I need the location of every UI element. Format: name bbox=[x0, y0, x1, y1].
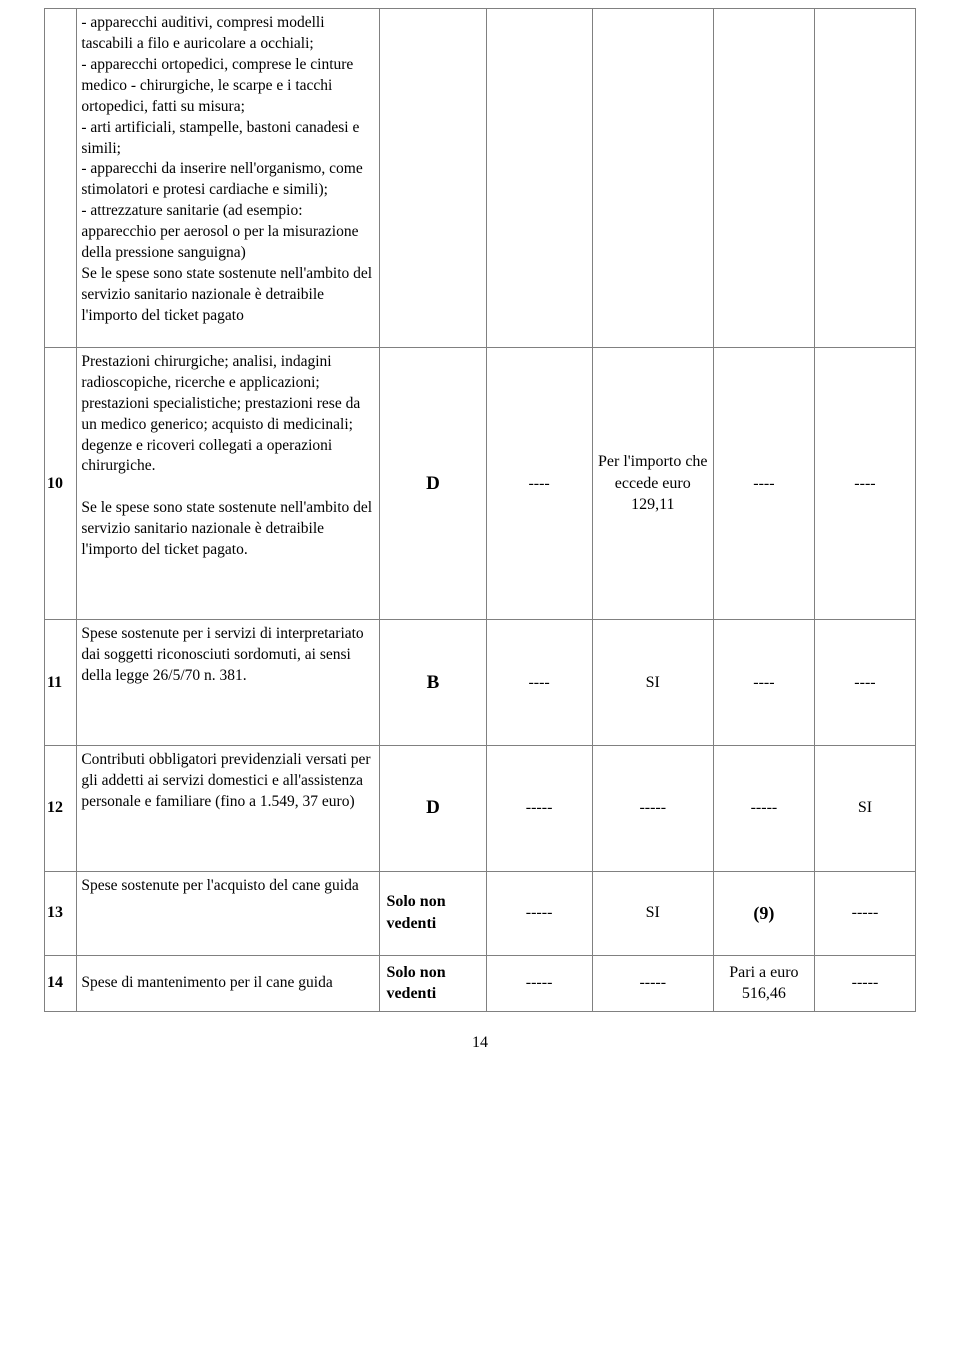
cell: ----- bbox=[486, 871, 592, 955]
table-row: 10 Prestazioni chirurgiche; analisi, ind… bbox=[45, 347, 916, 619]
cell: ----- bbox=[814, 955, 915, 1011]
cell bbox=[713, 9, 814, 348]
cell: SI bbox=[592, 871, 713, 955]
cell: ---- bbox=[486, 620, 592, 746]
table-row: 14 Spese di mantenimento per il cane gui… bbox=[45, 955, 916, 1011]
cell: ----- bbox=[486, 745, 592, 871]
cell: (9) bbox=[713, 871, 814, 955]
page-number: 14 bbox=[44, 1034, 916, 1052]
cell: ----- bbox=[486, 955, 592, 1011]
cell: D bbox=[380, 347, 486, 619]
cell: ----- bbox=[814, 871, 915, 955]
row-number: 14 bbox=[45, 955, 77, 1011]
cell: SI bbox=[592, 620, 713, 746]
cell: ----- bbox=[592, 745, 713, 871]
cell: Per l'importo che eccede euro 129,11 bbox=[592, 347, 713, 619]
row-description: - apparecchi auditivi, compresi modelli … bbox=[77, 9, 380, 348]
cell bbox=[592, 9, 713, 348]
cell bbox=[380, 9, 486, 348]
cell bbox=[814, 9, 915, 348]
cell: ----- bbox=[592, 955, 713, 1011]
row-description: Contributi obbligatori previdenziali ver… bbox=[77, 745, 380, 871]
table-row: 13 Spese sostenute per l'acquisto del ca… bbox=[45, 871, 916, 955]
cell: ---- bbox=[814, 620, 915, 746]
cell: ---- bbox=[713, 347, 814, 619]
cell: SI bbox=[814, 745, 915, 871]
cell bbox=[486, 9, 592, 348]
table-row: - apparecchi auditivi, compresi modelli … bbox=[45, 9, 916, 348]
row-description: Prestazioni chirurgiche; analisi, indagi… bbox=[77, 347, 380, 619]
row-number: 13 bbox=[45, 871, 77, 955]
document-page: - apparecchi auditivi, compresi modelli … bbox=[0, 0, 960, 1366]
table-row: 12 Contributi obbligatori previdenziali … bbox=[45, 745, 916, 871]
row-description: Spese di mantenimento per il cane guida bbox=[77, 955, 380, 1011]
cell: D bbox=[380, 745, 486, 871]
row-number: 12 bbox=[45, 745, 77, 871]
cell: ----- bbox=[713, 745, 814, 871]
cell: Solo non vedenti bbox=[380, 871, 486, 955]
row-description: Spese sostenute per i servizi di interpr… bbox=[77, 620, 380, 746]
row-number bbox=[45, 9, 77, 348]
table-row: 11 Spese sostenute per i servizi di inte… bbox=[45, 620, 916, 746]
cell: Solo non vedenti bbox=[380, 955, 486, 1011]
row-description: Spese sostenute per l'acquisto del cane … bbox=[77, 871, 380, 955]
cell: ---- bbox=[713, 620, 814, 746]
row-number: 11 bbox=[45, 620, 77, 746]
cell: Pari a euro 516,46 bbox=[713, 955, 814, 1011]
row-number: 10 bbox=[45, 347, 77, 619]
cell: B bbox=[380, 620, 486, 746]
cell: ---- bbox=[486, 347, 592, 619]
expense-table: - apparecchi auditivi, compresi modelli … bbox=[44, 8, 916, 1012]
cell: ---- bbox=[814, 347, 915, 619]
